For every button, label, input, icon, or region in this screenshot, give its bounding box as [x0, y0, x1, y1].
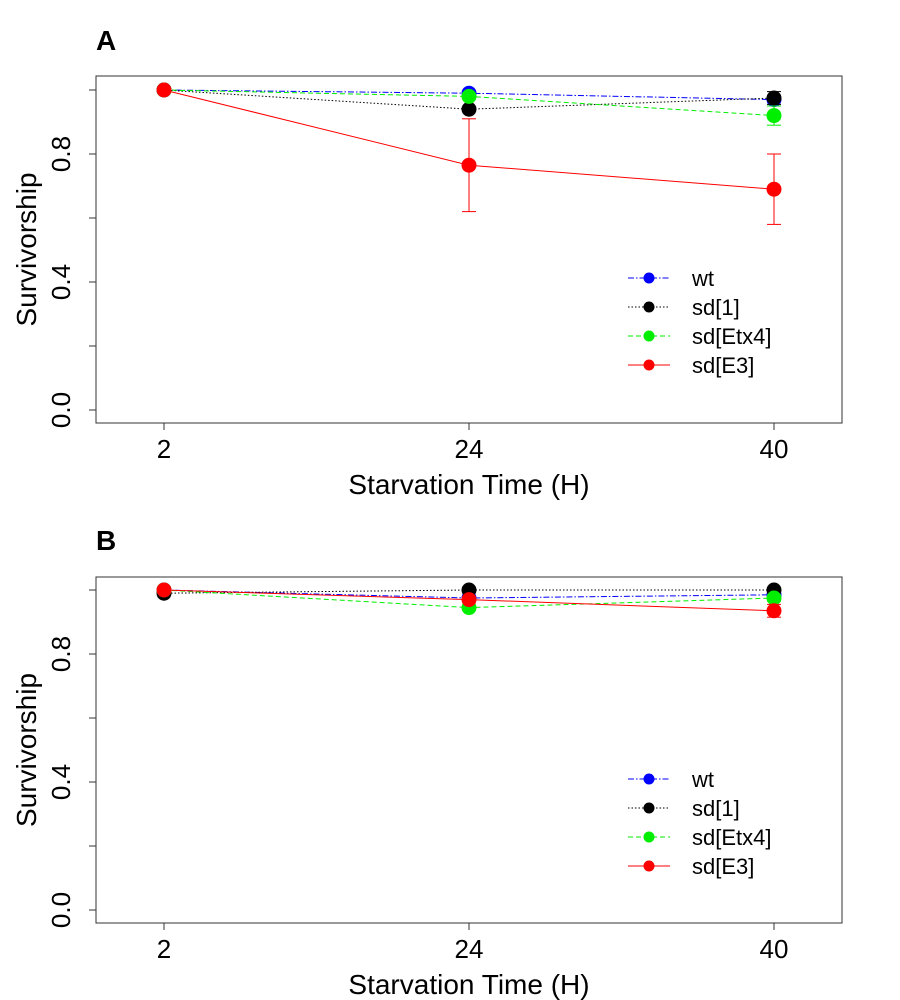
data-point	[766, 590, 782, 606]
x-tick-label: 2	[157, 434, 171, 464]
series-sd-e3-	[156, 82, 782, 225]
y-axis-title: Survivorship	[11, 172, 42, 326]
legend: wt sd[1] sd[Etx4] sd[E3]	[628, 266, 771, 378]
y-axis-title: Survivorship	[11, 673, 42, 827]
x-tick-label: 24	[455, 934, 484, 964]
legend-marker	[643, 359, 655, 371]
x-axis-title: Starvation Time (H)	[348, 469, 589, 500]
legend-label: sd[1]	[692, 796, 740, 821]
data-point	[766, 603, 782, 619]
x-tick-label: 40	[760, 434, 789, 464]
panel-label: B	[96, 525, 116, 556]
x-tick-label: 40	[760, 934, 789, 964]
y-tick-label: 0.4	[46, 264, 76, 300]
y-tick-label: 0.0	[46, 892, 76, 928]
data-point	[766, 90, 782, 106]
data-point	[766, 181, 782, 197]
legend-label: wt	[691, 266, 714, 291]
legend-marker	[643, 860, 655, 872]
data-point	[766, 108, 782, 124]
legend: wt sd[1] sd[Etx4] sd[E3]	[628, 767, 771, 879]
data-point	[461, 88, 477, 104]
data-point	[461, 157, 477, 173]
legend-marker	[643, 301, 655, 313]
legend-marker	[643, 773, 655, 785]
series-line	[163, 589, 775, 599]
panel-label: A	[96, 25, 116, 56]
x-axis-title: Starvation Time (H)	[348, 969, 589, 1000]
legend-marker	[643, 802, 655, 814]
series-line	[163, 89, 775, 101]
y-tick-label: 0.4	[46, 764, 76, 800]
series-sd-e3-	[156, 582, 782, 619]
chart-panel-a: A 0.0 0.4 0.8 2 24 40 Starvation Time (H) Surviv…	[11, 25, 843, 500]
data-point	[156, 582, 172, 598]
legend-marker	[643, 330, 655, 342]
x-tick-label: 2	[157, 934, 171, 964]
legend-label: sd[Etx4]	[692, 324, 771, 349]
y-tick-label: 0.8	[46, 136, 76, 172]
x-tick-label: 24	[455, 434, 484, 464]
y-tick-label: 0.8	[46, 636, 76, 672]
legend-label: sd[1]	[692, 295, 740, 320]
legend-label: sd[E3]	[692, 854, 754, 879]
legend-label: wt	[691, 767, 714, 792]
legend-label: sd[Etx4]	[692, 825, 771, 850]
data-point	[461, 592, 477, 608]
data-point	[156, 82, 172, 98]
data-point	[461, 101, 477, 117]
legend-marker	[643, 831, 655, 843]
legend-label: sd[E3]	[692, 353, 754, 378]
legend-marker	[643, 272, 655, 284]
y-tick-label: 0.0	[46, 392, 76, 428]
chart-panel-b: B 0.0 0.4 0.8 2 24 40 Starvation Time (H) Surviv…	[11, 525, 843, 1000]
